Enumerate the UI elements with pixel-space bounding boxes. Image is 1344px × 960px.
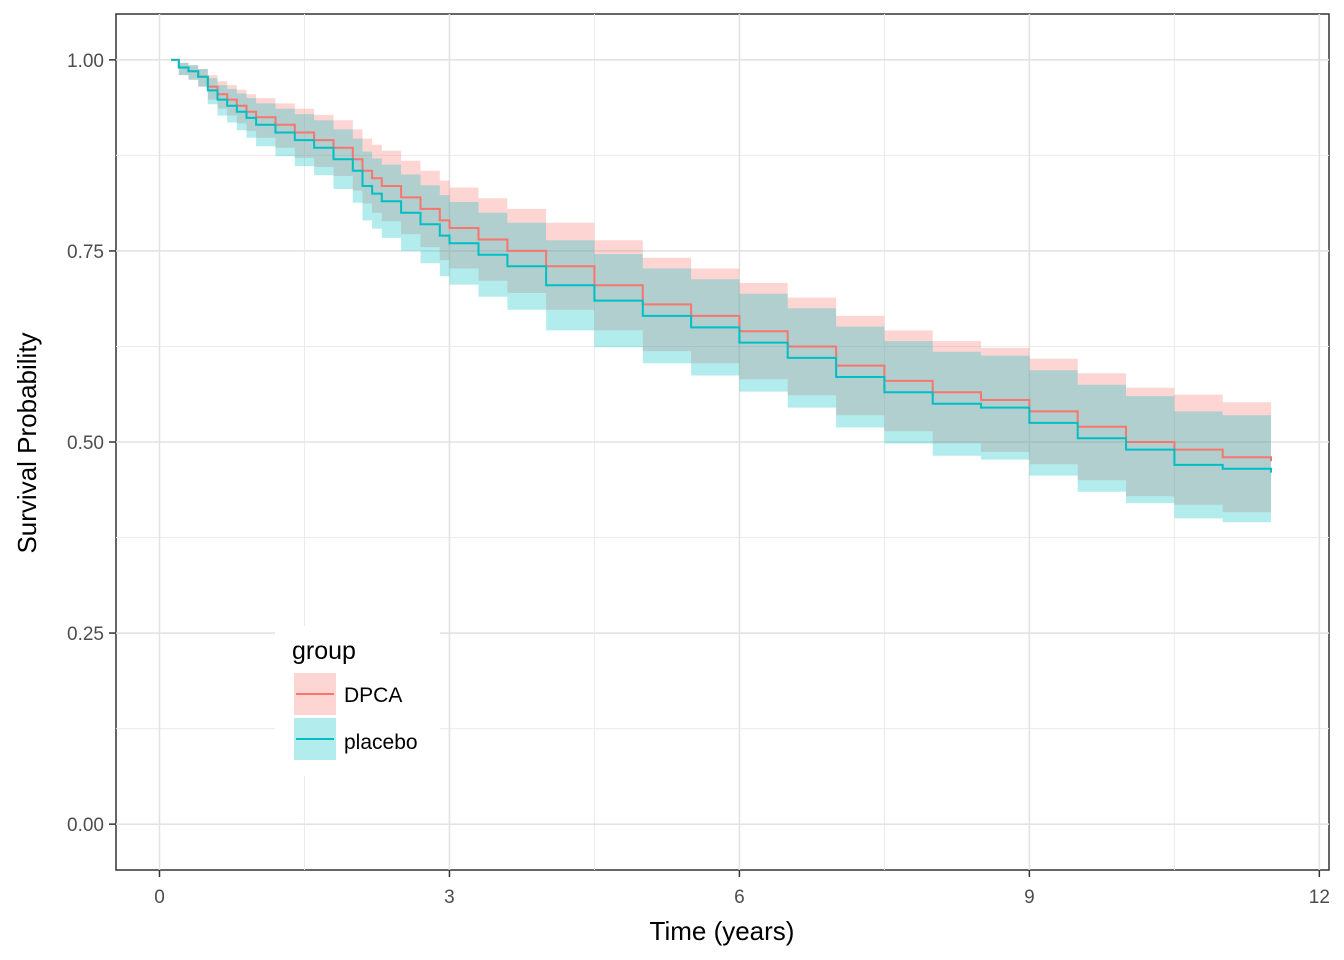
confidence-band-placebo: [171, 59, 1272, 527]
x-axis-ticks: 0 3 6 9 12: [154, 870, 1330, 908]
x-tick-label: 9: [1024, 887, 1035, 908]
x-tick-label: 3: [444, 887, 455, 908]
legend-label-dpca: DPCA: [344, 684, 402, 707]
y-tick-label: 0.25: [67, 624, 104, 645]
y-tick-label: 0.50: [67, 433, 104, 454]
confidence-band-dpca: [171, 59, 1272, 517]
y-axis-ticks: 0.00 0.25 0.50 0.75 1.00: [67, 51, 116, 836]
x-tick-label: 6: [734, 887, 745, 908]
x-axis-title: Time (years): [650, 916, 795, 946]
x-tick-label: 12: [1309, 887, 1330, 908]
y-axis-title: Survival Probability: [12, 332, 42, 553]
legend-background: [275, 626, 440, 776]
survival-line-dpca: [171, 58, 1272, 462]
x-tick-label: 0: [154, 887, 165, 908]
legend-label-placebo: placebo: [344, 731, 418, 754]
y-tick-label: 0.75: [67, 242, 104, 263]
survival-line-placebo: [171, 58, 1272, 473]
legend-title: group: [292, 637, 356, 665]
y-tick-label: 0.00: [67, 815, 104, 836]
survival-curves: [171, 58, 1272, 473]
confidence-bands: [171, 59, 1272, 527]
y-tick-label: 1.00: [67, 51, 104, 72]
legend: group DPCA placebo: [275, 626, 440, 776]
